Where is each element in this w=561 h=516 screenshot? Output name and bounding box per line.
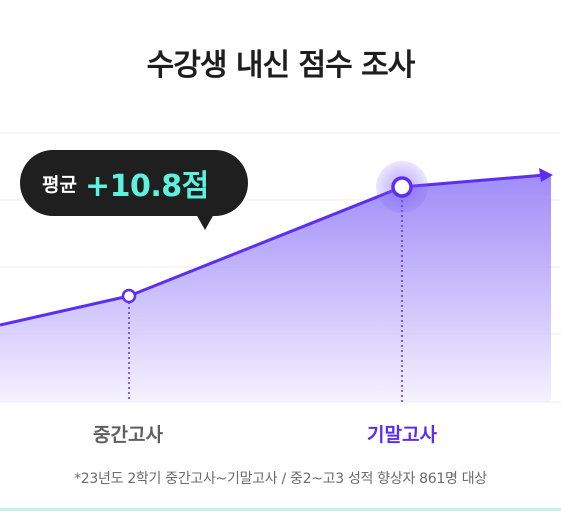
line-arrowhead [539, 168, 553, 182]
callout-tail [196, 214, 214, 230]
callout-value: +10.8점 [84, 169, 209, 204]
average-callout: 평균 +10.8점 [20, 150, 248, 216]
data-point-final [391, 176, 413, 198]
area-fill [0, 175, 551, 402]
chart-title: 수강생 내신 점수 조사 [146, 48, 416, 83]
x-tick-label-final: 기말고사 [367, 424, 437, 446]
callout-label: 평균 [42, 173, 77, 196]
x-tick-label-midterm: 중간고사 [93, 424, 163, 446]
data-point-midterm [121, 288, 137, 304]
chart-footnote: *23년도 2학기 중간고사~기말고사 / 중2~고3 성적 향상자 861명 … [74, 471, 487, 487]
trend-line [0, 173, 546, 327]
bottom-divider [0, 508, 561, 511]
